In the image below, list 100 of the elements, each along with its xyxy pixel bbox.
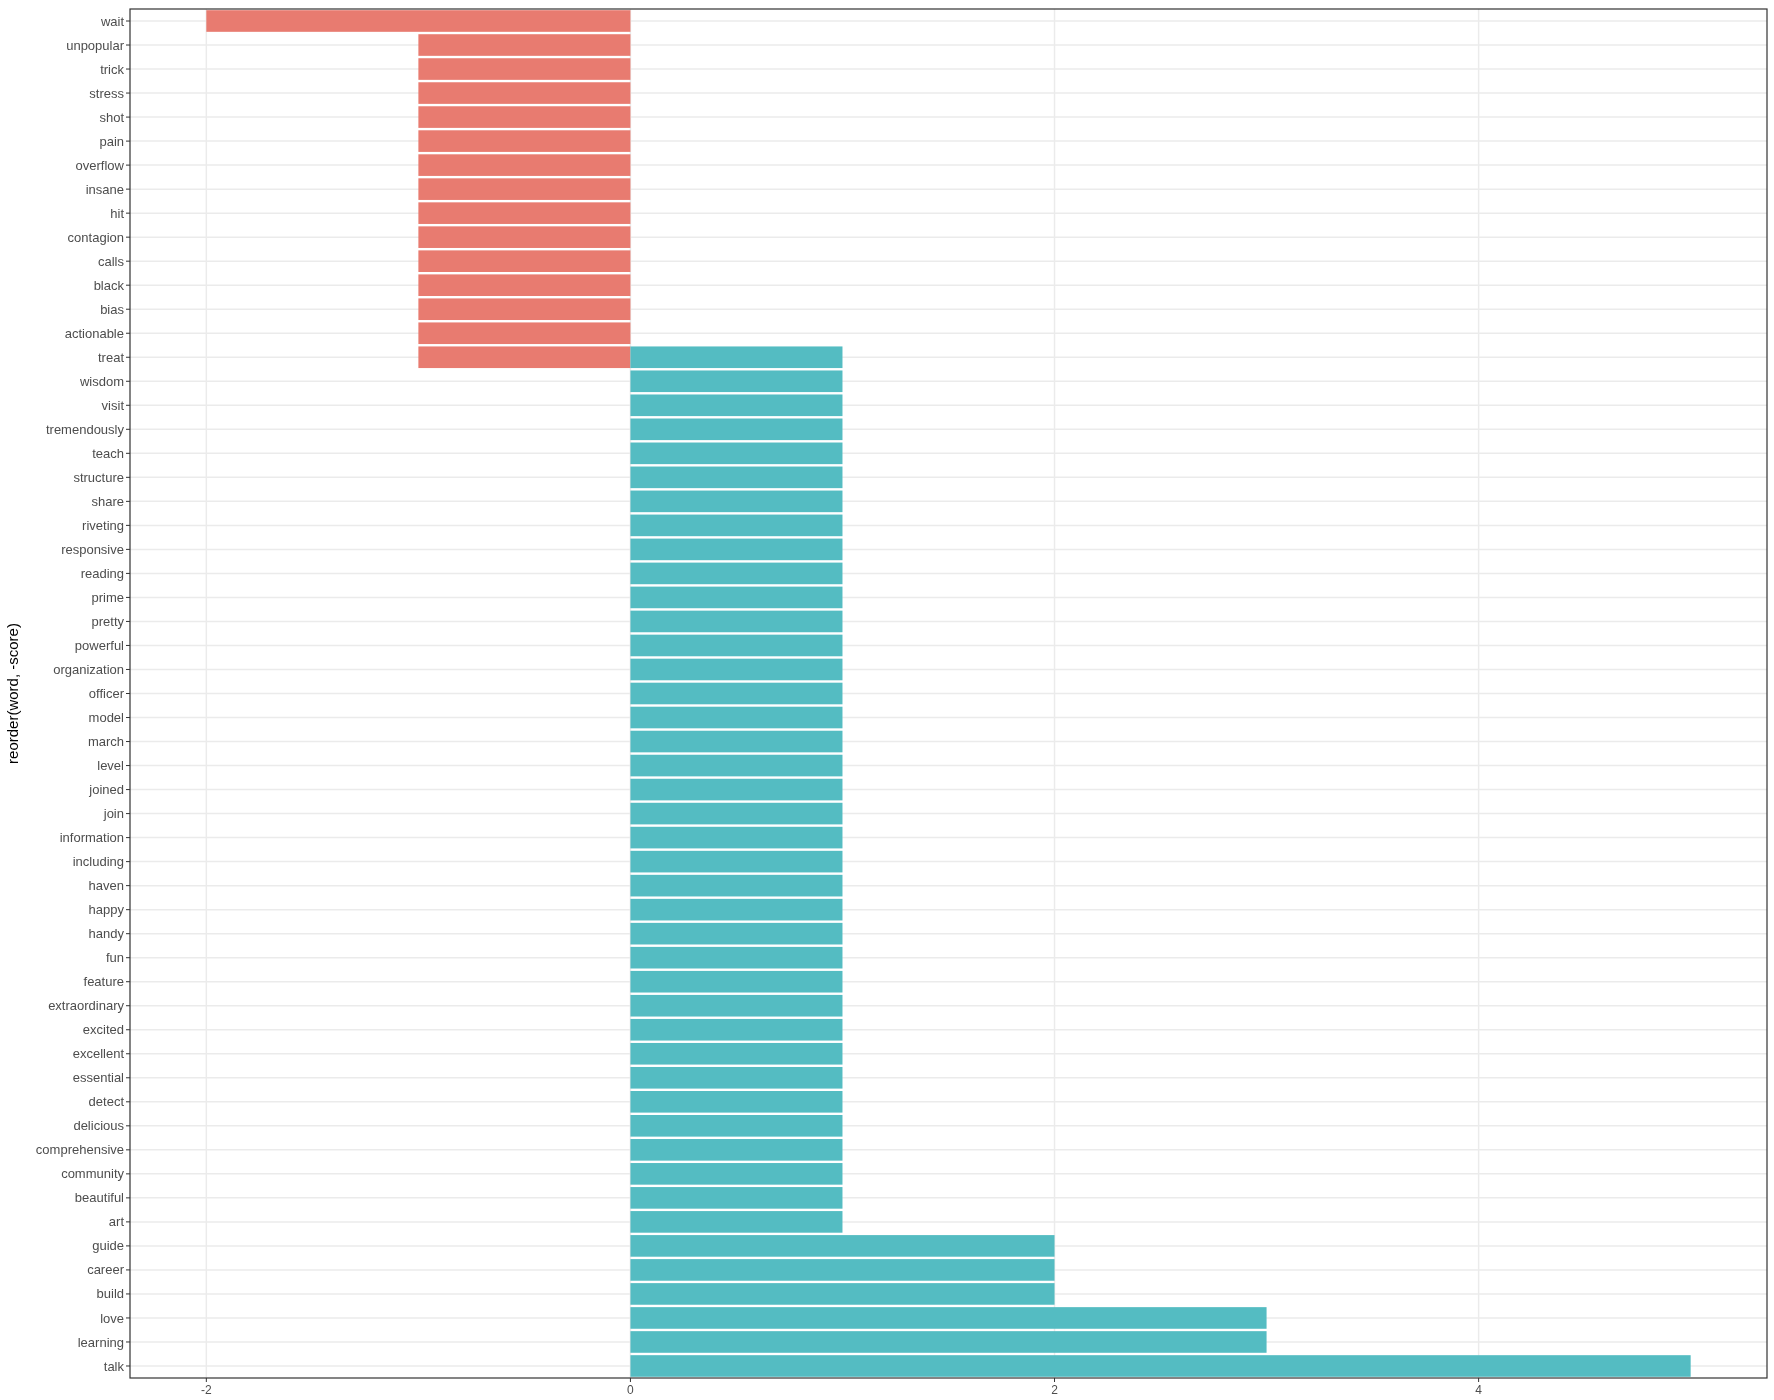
y-tick-label: haven xyxy=(88,878,124,894)
x-tick-label: -2 xyxy=(201,1383,212,1397)
y-tick-label: trick xyxy=(100,61,125,77)
y-tick-label: black xyxy=(93,277,125,293)
y-tick-label: teach xyxy=(92,445,124,461)
y-tick-label: beautiful xyxy=(74,1190,125,1206)
bar xyxy=(418,82,631,104)
bar xyxy=(630,730,843,753)
y-tick-label: unpopular xyxy=(66,37,125,53)
y-tick-label: talk xyxy=(103,1358,125,1374)
bar xyxy=(630,610,843,633)
y-tick-label: share xyxy=(91,493,124,509)
y-tick-label: information xyxy=(59,830,124,846)
y-tick-label: art xyxy=(108,1214,125,1230)
y-tick-label: essential xyxy=(72,1070,125,1086)
bar xyxy=(206,10,631,32)
bar xyxy=(630,1259,1055,1281)
bar xyxy=(418,298,631,321)
y-tick-label: join xyxy=(102,806,124,822)
bar xyxy=(418,322,631,345)
bar xyxy=(630,490,843,513)
bar xyxy=(418,34,631,56)
bar xyxy=(630,586,843,609)
y-tick-label: career xyxy=(87,1262,125,1278)
bar xyxy=(630,1355,1691,1377)
y-tick-label: hit xyxy=(110,205,125,221)
bar xyxy=(630,1187,843,1209)
y-tick-label: build xyxy=(96,1286,124,1302)
y-tick-label: excellent xyxy=(72,1046,125,1062)
y-tick-label: wisdom xyxy=(78,373,124,389)
bar xyxy=(630,634,843,657)
y-tick-label: love xyxy=(100,1310,124,1326)
bar xyxy=(630,394,843,417)
y-tick-label: overflow xyxy=(75,157,125,173)
bar xyxy=(630,538,843,561)
y-tick-label: organization xyxy=(53,662,124,678)
bar xyxy=(630,1331,1267,1353)
bar xyxy=(418,58,631,80)
y-tick-label: detect xyxy=(88,1094,125,1110)
x-tick-label: 2 xyxy=(1051,1383,1059,1397)
y-axis-title: reorder(word, -score) xyxy=(4,623,21,764)
y-tick-label: feature xyxy=(83,974,124,990)
bar xyxy=(630,922,843,945)
bar xyxy=(630,514,843,537)
bar xyxy=(630,754,843,777)
y-tick-label: delicious xyxy=(73,1118,125,1134)
y-tick-label: treat xyxy=(97,349,125,365)
bar xyxy=(630,802,843,825)
bar xyxy=(630,442,843,465)
y-tick-label: riveting xyxy=(82,517,124,533)
y-tick-label: officer xyxy=(88,686,125,702)
y-tick-label: learning xyxy=(77,1334,124,1350)
bar xyxy=(630,706,843,729)
bar xyxy=(630,1235,1055,1257)
y-tick-label: community xyxy=(61,1166,125,1182)
y-tick-label: visit xyxy=(101,397,125,413)
x-tick-label: 4 xyxy=(1475,1383,1483,1397)
y-tick-label: actionable xyxy=(64,325,124,341)
bar xyxy=(630,1042,843,1065)
y-tick-label: reading xyxy=(80,565,124,581)
bar xyxy=(418,130,631,152)
y-tick-label: comprehensive xyxy=(35,1142,124,1158)
bar xyxy=(630,562,843,585)
y-tick-label: including xyxy=(72,854,124,870)
y-tick-label: model xyxy=(88,710,125,726)
y-tick-label: fun xyxy=(105,950,124,966)
y-tick-label: stress xyxy=(89,85,125,101)
y-tick-label: pain xyxy=(99,133,124,149)
bar xyxy=(630,1139,843,1161)
bar xyxy=(630,1066,843,1089)
bar xyxy=(630,946,843,969)
bar xyxy=(630,826,843,849)
bar xyxy=(418,274,631,297)
bar xyxy=(630,1018,843,1041)
bar xyxy=(630,1115,843,1137)
y-tick-label: march xyxy=(87,734,124,750)
y-tick-label: prime xyxy=(91,589,124,605)
y-tick-label: bias xyxy=(100,301,125,317)
bar xyxy=(630,898,843,921)
y-tick-label: contagion xyxy=(67,229,124,245)
bar xyxy=(630,850,843,873)
bar xyxy=(418,178,631,200)
y-tick-label: guide xyxy=(92,1238,124,1254)
y-tick-label: shot xyxy=(99,109,125,125)
y-tick-label: powerful xyxy=(74,638,125,654)
bar xyxy=(630,778,843,801)
bar xyxy=(418,226,631,248)
y-tick-label: insane xyxy=(85,181,124,197)
bar xyxy=(418,106,631,128)
y-tick-label: wait xyxy=(99,13,125,29)
bar xyxy=(418,250,631,272)
bar xyxy=(630,994,843,1017)
y-tick-label: joined xyxy=(88,782,124,798)
bar xyxy=(418,346,631,369)
bar xyxy=(630,1283,1055,1305)
bar xyxy=(630,658,843,681)
y-tick-label: handy xyxy=(88,926,125,942)
bar xyxy=(418,202,631,224)
bar xyxy=(630,370,843,393)
y-tick-label: level xyxy=(97,758,125,774)
